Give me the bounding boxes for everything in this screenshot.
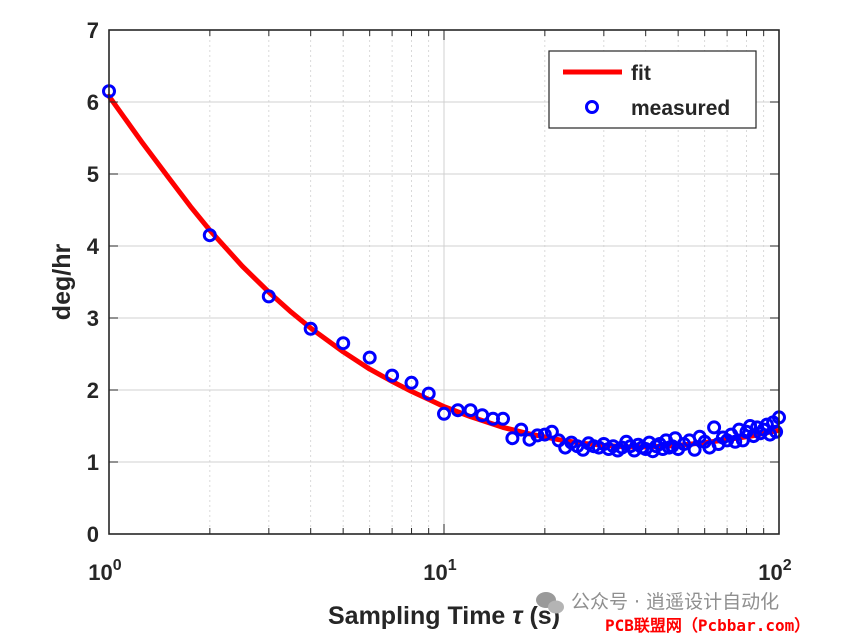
measured-marker — [769, 424, 784, 439]
y-tick-label: 2 — [87, 378, 99, 403]
y-axis-label: deg/hr — [48, 244, 76, 321]
tick-marks — [108, 29, 779, 535]
wechat-icon — [536, 592, 564, 614]
legend: fit measured — [548, 50, 757, 129]
legend-measured-label: measured — [631, 97, 730, 120]
y-tick-label: 6 — [87, 90, 99, 115]
legend-box — [548, 50, 757, 129]
x-tick-labels: 100 101 102 — [88, 557, 791, 585]
measured-marker — [505, 431, 520, 446]
x-tick-label-exponent: 1 — [448, 557, 457, 574]
legend-fit-label: fit — [631, 62, 651, 85]
y-tick-label: 7 — [87, 18, 99, 43]
measured-marker — [463, 403, 478, 418]
x-axis-label: Sampling Time τ (s) — [328, 602, 560, 630]
measured-marker — [530, 428, 545, 443]
y-tick-label: 5 — [87, 162, 99, 187]
x-tick-label-exponent: 0 — [113, 557, 122, 574]
measured-marker — [496, 411, 510, 426]
measured-marker — [450, 403, 465, 418]
x-tick-label-base: 10 — [423, 560, 447, 585]
measured-marker — [687, 442, 702, 457]
x-tick-label-exponent: 2 — [783, 557, 792, 574]
y-tick-label: 3 — [87, 306, 99, 331]
x-tick-label-base: 10 — [88, 560, 112, 585]
measured-marker — [261, 289, 276, 304]
watermark-brand: PCB联盟网（Pcbbar.com） — [605, 616, 810, 635]
measured-series — [102, 84, 786, 459]
measured-marker — [202, 228, 217, 243]
x-tick-label: 102 — [758, 557, 791, 585]
x-axis-label-symbol: τ — [512, 602, 524, 630]
measured-marker — [404, 375, 419, 390]
x-tick-label-base: 10 — [758, 560, 782, 585]
measured-marker — [421, 386, 436, 401]
measured-marker — [336, 336, 351, 351]
legend-measured-marker — [585, 100, 599, 114]
x-axis-label-prefix: Sampling Time — [328, 602, 512, 630]
x-tick-label: 100 — [88, 557, 121, 585]
y-tick-label: 1 — [87, 450, 99, 475]
x-tick-label: 101 — [423, 557, 456, 585]
measured-marker — [362, 350, 377, 365]
measured-marker — [437, 406, 451, 421]
measured-marker — [303, 321, 318, 336]
y-tick-label: 0 — [87, 522, 99, 547]
watermark: 公众号 · 逍遥设计自动化 PCB联盟网（Pcbbar.com） — [536, 591, 810, 635]
y-tick-labels: 0 1 2 3 4 5 6 7 — [87, 18, 100, 547]
watermark-text: 公众号 · 逍遥设计自动化 — [571, 591, 779, 613]
measured-marker — [707, 420, 722, 435]
measured-marker — [537, 427, 552, 442]
y-tick-label: 4 — [87, 234, 100, 259]
measured-marker — [544, 424, 559, 439]
measured-marker — [385, 368, 400, 383]
measured-marker — [728, 434, 743, 449]
measured-marker — [514, 422, 529, 437]
